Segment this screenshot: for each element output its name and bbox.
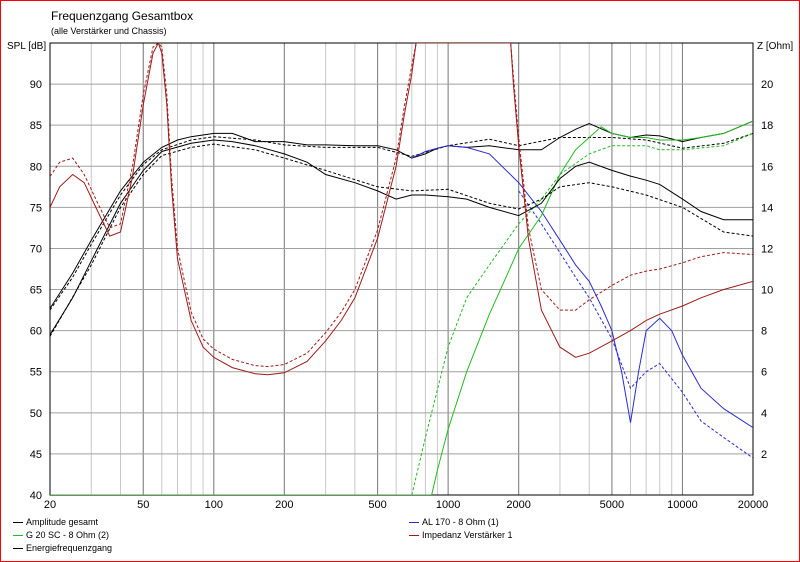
y-tick-label-left: 50 [30, 408, 42, 420]
series-line-5 [411, 132, 753, 495]
series-line-3 [518, 190, 753, 459]
x-tick-label: 50 [137, 499, 149, 511]
x-tick-label: 2000 [506, 499, 530, 511]
legend-swatch [13, 535, 23, 537]
y-tick-label-left: 85 [30, 120, 42, 132]
legend-label: Impedanz Verstärker 1 [422, 530, 513, 540]
y-tick-label-right: 6 [761, 367, 767, 379]
legend-swatch [409, 535, 419, 537]
y-tick-label-right: 8 [761, 326, 767, 338]
y-tick-label-left: 70 [30, 243, 42, 255]
series-line-1 [50, 132, 753, 311]
y-tick-label-right: 12 [761, 243, 773, 255]
y-tick-label-left: 80 [30, 161, 42, 173]
legend-item-impedanz: Impedanz Verstärker 1 [409, 530, 513, 540]
series-line-6 [50, 139, 753, 335]
legend-item-g20sc: G 20 SC - 8 Ohm (2) [13, 530, 109, 540]
legend-swatch [13, 548, 23, 550]
x-tick-label: 10000 [667, 499, 698, 511]
chart-plot: 20 50 100 200 500 1000 2000 5000 10000 2000040455… [30, 42, 773, 511]
y-tick-label-right: 4 [761, 408, 767, 420]
x-tick-label: 20000 [738, 499, 769, 511]
x-tick-label: 5000 [600, 499, 624, 511]
y-tick-label-left: 65 [30, 285, 42, 297]
y-tick-label-left: 60 [30, 326, 42, 338]
y-tick-label-right: 18 [761, 120, 773, 132]
legend-item-al170: AL 170 - 8 Ohm (1) [409, 517, 499, 527]
legend-label: Amplitude gesamt [26, 517, 99, 527]
y-axis-right-label: Z [Ohm] [757, 41, 794, 52]
series-line-8 [50, 43, 753, 376]
legend-label: AL 170 - 8 Ohm (1) [422, 517, 499, 527]
y-tick-label-right: 16 [761, 161, 773, 173]
x-tick-label: 500 [368, 499, 386, 511]
x-tick-label: 100 [205, 499, 223, 511]
legend-swatch [409, 522, 419, 524]
series-line-7 [50, 143, 753, 337]
legend-item-amplitude: Amplitude gesamt [13, 517, 98, 527]
legend-label: Energiefrequenzgang [26, 543, 113, 553]
legend-swatch [13, 522, 23, 524]
y-axis-left-label: SPL [dB] [7, 41, 47, 52]
y-tick-label-left: 45 [30, 449, 42, 461]
y-tick-label-left: 40 [30, 490, 42, 502]
plot-area [50, 43, 753, 495]
y-tick-label-left: 55 [30, 367, 42, 379]
chart-title: Frequenzgang Gesamtbox [51, 9, 194, 23]
series-line-4 [50, 120, 753, 495]
chart-subtitle: (alle Verstärker und Chassis) [51, 26, 167, 36]
legend-item-energie: Energiefrequenzgang [13, 543, 112, 553]
legend-label: G 20 SC - 8 Ohm (2) [26, 530, 110, 540]
x-tick-label: 20 [44, 499, 56, 511]
y-tick-label-left: 75 [30, 202, 42, 214]
y-tick-label-right: 10 [761, 285, 773, 297]
series-line-2 [411, 145, 753, 429]
y-tick-label-left: 90 [30, 79, 42, 91]
y-tick-label-right: 14 [761, 202, 773, 214]
x-tick-label: 1000 [436, 499, 460, 511]
series-line-9 [50, 43, 753, 368]
y-tick-label-right: 20 [761, 79, 773, 91]
x-tick-label: 200 [275, 499, 293, 511]
y-tick-label-right: 2 [761, 449, 767, 461]
